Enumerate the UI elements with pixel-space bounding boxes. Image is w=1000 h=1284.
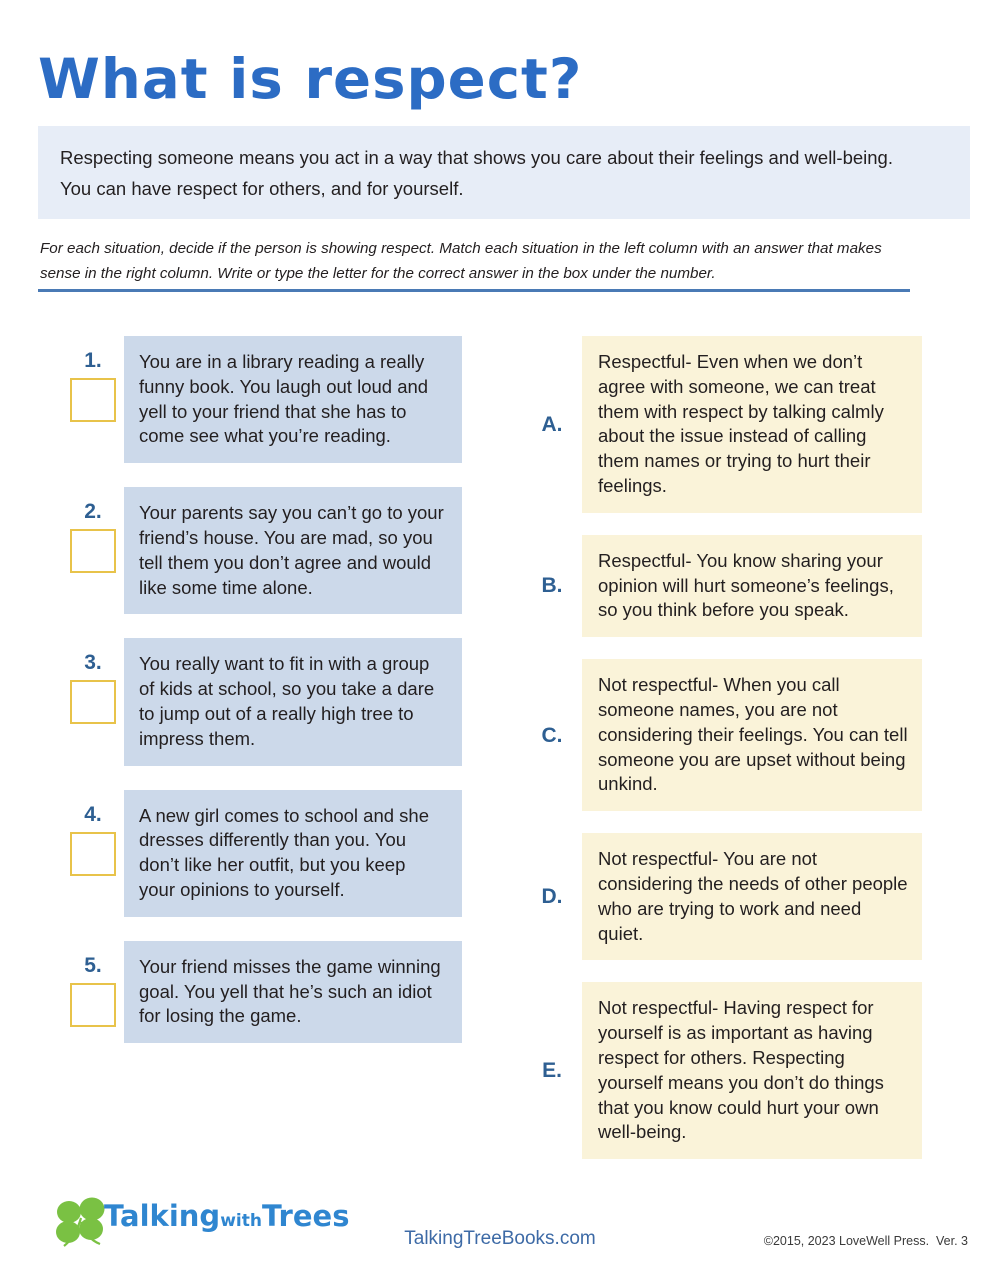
intro-line-2: You can have respect for others, and for… — [60, 178, 464, 199]
answer-letter: A. — [541, 412, 563, 436]
answer-input-box[interactable] — [70, 680, 116, 725]
answer-letter-block: E. — [522, 1060, 582, 1081]
situation-row: 3. You really want to fit in with a grou… — [62, 638, 462, 766]
answer-input-box[interactable] — [70, 982, 116, 1027]
situation-number: 3. — [84, 651, 102, 675]
answer-row: B. Respectful- You know sharing your opi… — [522, 534, 922, 638]
situation-text: You are in a library reading a really fu… — [124, 336, 462, 464]
answer-text: Not respectful- When you call someone na… — [582, 659, 922, 812]
situation-row: 5. Your friend misses the game winning g… — [62, 940, 462, 1044]
answer-row: A. Respectful- Even when we don’t agree … — [522, 336, 922, 513]
answer-row: C. Not respectful- When you call someone… — [522, 659, 922, 812]
logo-word-trees: Trees — [261, 1199, 350, 1233]
situation-number: 2. — [84, 500, 102, 524]
situation-number-block: 3. — [62, 638, 124, 725]
answer-text: Respectful- You know sharing your opinio… — [582, 534, 922, 638]
answer-letter-block: A. — [522, 414, 582, 435]
situation-row: 1. You are in a library reading a really… — [62, 336, 462, 464]
answer-row: D. Not respectful- You are not consideri… — [522, 833, 922, 961]
situation-row: 2. Your parents say you can’t go to your… — [62, 487, 462, 615]
instructions-text: For each situation, decide if the person… — [40, 240, 882, 282]
answer-input-box[interactable] — [70, 831, 116, 876]
website-url[interactable]: TalkingTreeBooks.com — [404, 1228, 596, 1249]
page-title: What is respect? — [38, 47, 583, 111]
situations-column: 1. You are in a library reading a really… — [62, 336, 462, 1067]
section-divider — [38, 289, 910, 292]
situation-text: A new girl comes to school and she dress… — [124, 789, 462, 917]
answer-letter: D. — [541, 885, 563, 909]
brand-logo-text: TalkingwithTrees — [104, 1202, 349, 1231]
situation-row: 4. A new girl comes to school and she dr… — [62, 789, 462, 917]
answer-text: Not respectful- Having respect for yours… — [582, 982, 922, 1160]
situation-text: Your parents say you can’t go to your fr… — [124, 487, 462, 615]
answer-letter: B. — [541, 574, 563, 598]
clover-leaf-icon — [56, 1197, 105, 1247]
situation-number: 4. — [84, 802, 102, 826]
answer-row: E. Not respectful- Having respect for yo… — [522, 982, 922, 1160]
brand-logo[interactable]: TalkingwithTrees — [54, 1196, 349, 1258]
answer-letter: C. — [541, 723, 563, 747]
answer-text: Not respectful- You are not considering … — [582, 833, 922, 961]
answer-letter-block: C. — [522, 725, 582, 746]
answer-text: Respectful- Even when we don’t agree wit… — [582, 336, 922, 513]
answer-input-box[interactable] — [70, 378, 116, 422]
situation-text: Your friend misses the game winning goal… — [124, 940, 462, 1044]
intro-line-1: Respecting someone means you act in a wa… — [60, 147, 893, 168]
situation-number: 5. — [84, 953, 102, 977]
situation-number-block: 4. — [62, 790, 124, 876]
situation-number: 1. — [84, 349, 102, 372]
situation-number-block: 5. — [62, 941, 124, 1027]
intro-banner: Respecting someone means you act in a wa… — [38, 126, 970, 219]
copyright-text: ©2015, 2023 LoveWell Press. Ver. 3 — [763, 1234, 968, 1248]
logo-word-with: with — [220, 1211, 262, 1231]
answer-letter: E. — [542, 1059, 562, 1083]
logo-word-talking: Talking — [104, 1199, 221, 1233]
answer-input-box[interactable] — [70, 529, 116, 574]
answers-column: A. Respectful- Even when we don’t agree … — [522, 336, 922, 1181]
situation-number-block: 1. — [62, 336, 124, 422]
answer-letter-block: B. — [522, 575, 582, 596]
situation-number-block: 2. — [62, 487, 124, 574]
situation-text: You really want to fit in with a group o… — [124, 638, 462, 766]
answer-letter-block: D. — [522, 886, 582, 907]
